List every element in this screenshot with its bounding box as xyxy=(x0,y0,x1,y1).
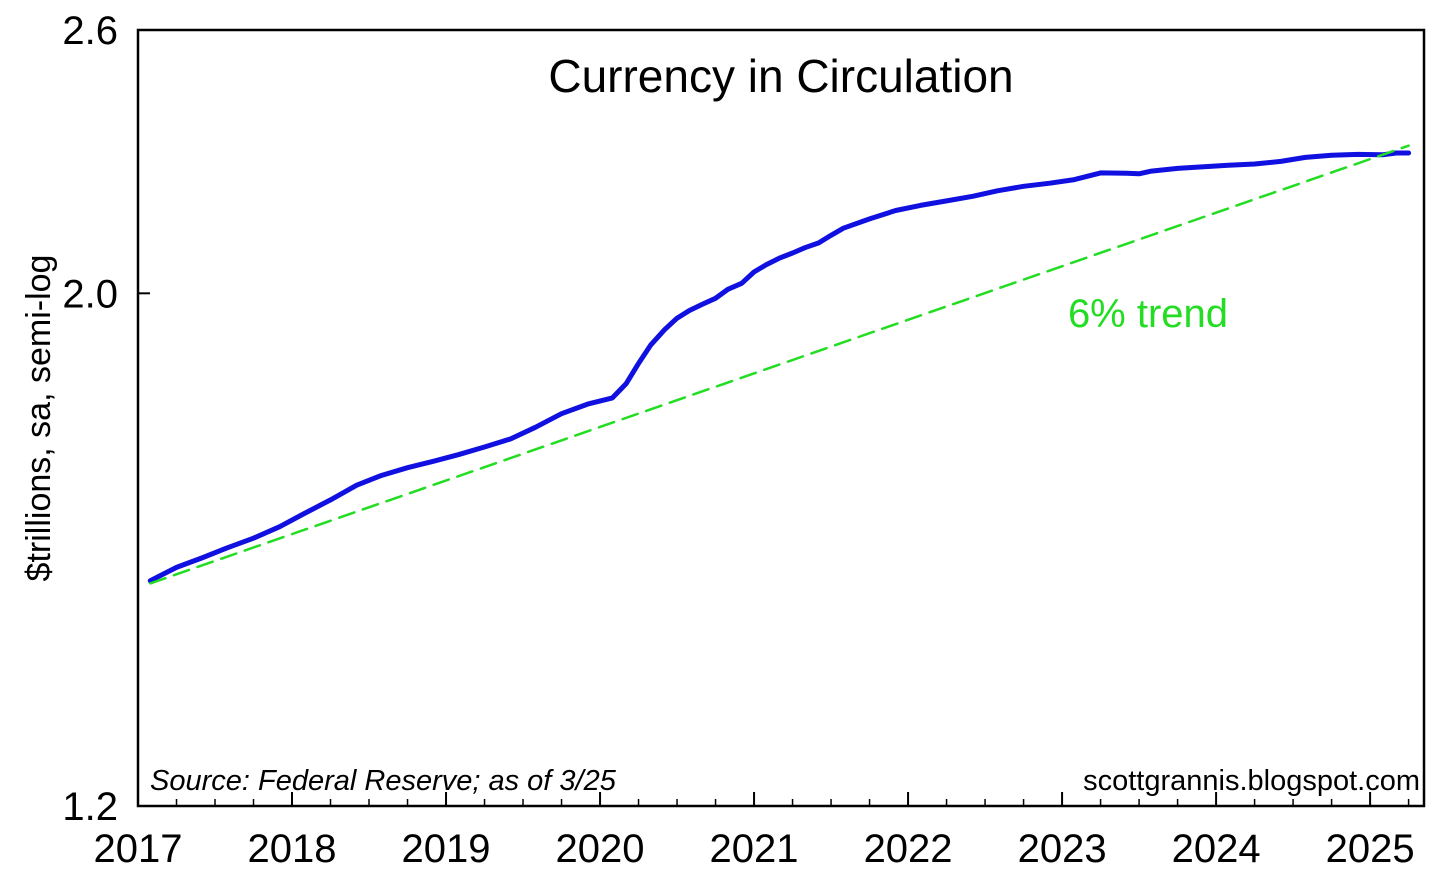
x-tick-label: 2022 xyxy=(864,827,953,871)
x-tick-label: 2019 xyxy=(402,827,491,871)
x-tick-label: 2021 xyxy=(710,827,799,871)
x-tick-label: 2017 xyxy=(94,827,183,871)
plot-frame xyxy=(136,28,1426,808)
x-axis: 2017 2018 2019 2020 2021 2022 2023 2024 2025 xyxy=(94,792,1415,871)
series-layer xyxy=(147,144,1412,585)
x-tick-label: 2023 xyxy=(1018,827,1107,871)
y-axis-label: $trillions, sa, semi-log xyxy=(20,255,58,582)
x-tick-label: 2020 xyxy=(556,827,645,871)
credit-note: scottgrannis.blogspot.com xyxy=(1083,765,1420,797)
source-note: Source: Federal Reserve; as of 3/25 xyxy=(150,765,617,797)
chart-title: Currency in Circulation xyxy=(548,50,1013,102)
trend-line xyxy=(149,144,1410,585)
y-tick-label: 2.6 xyxy=(62,9,118,53)
y-axis: 1.2 2.0 2.6 xyxy=(62,9,150,829)
trend-label: 6% trend xyxy=(1068,292,1228,336)
y-tick-label: 1.2 xyxy=(62,785,118,829)
x-tick-label: 2025 xyxy=(1326,827,1415,871)
x-tick-label: 2018 xyxy=(248,827,337,871)
currency-line xyxy=(147,150,1412,584)
y-tick-label: 2.0 xyxy=(62,272,118,316)
x-tick-label: 2024 xyxy=(1172,827,1261,871)
